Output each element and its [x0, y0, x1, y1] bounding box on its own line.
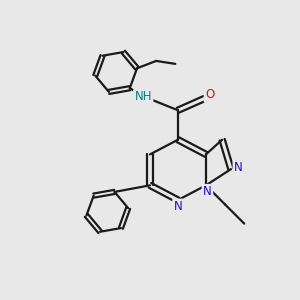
Text: O: O — [205, 88, 214, 101]
Text: NH: NH — [134, 91, 152, 103]
Text: N: N — [203, 185, 212, 198]
Text: N: N — [174, 200, 182, 213]
Text: N: N — [234, 161, 243, 174]
